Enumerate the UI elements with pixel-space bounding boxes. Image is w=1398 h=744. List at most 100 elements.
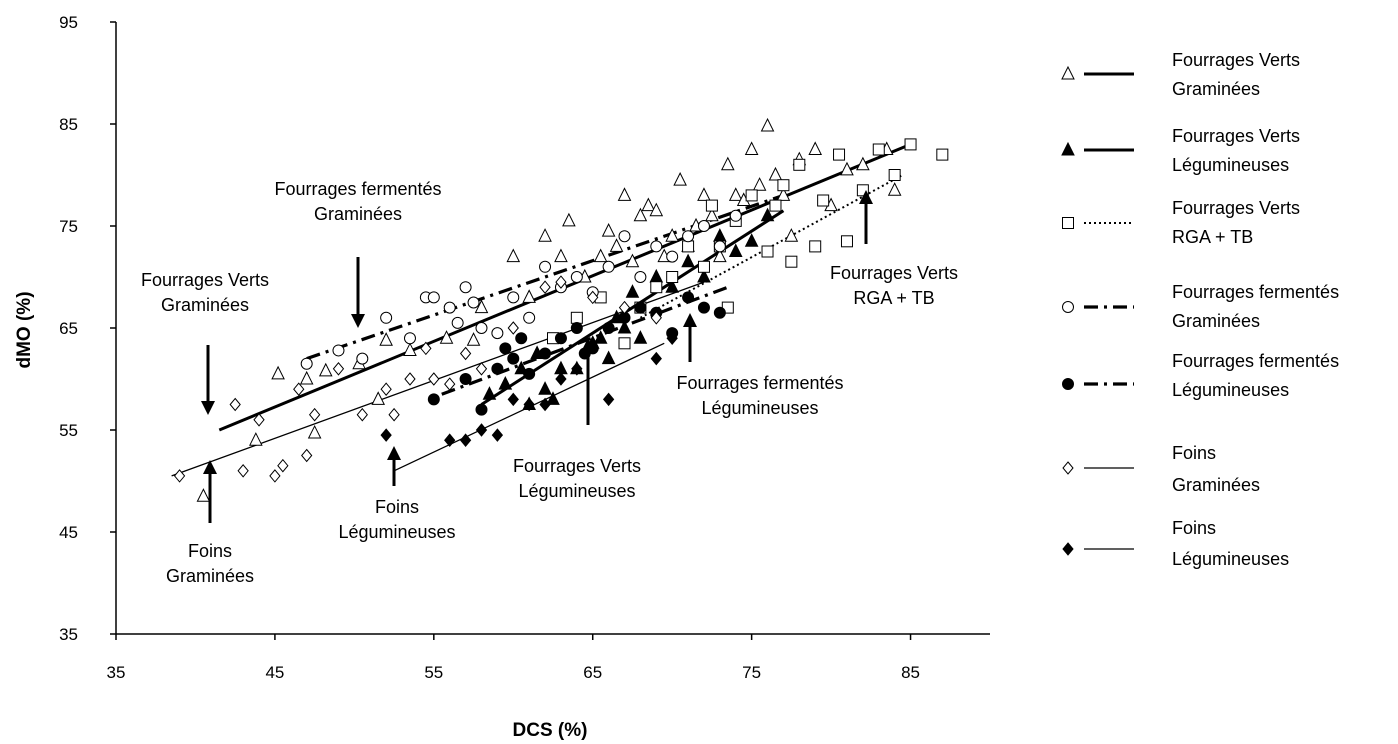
data-point xyxy=(459,373,472,385)
legend-item: Fourrages Verts RGA + TB xyxy=(1062,198,1300,247)
data-point xyxy=(555,275,567,289)
data-point xyxy=(522,289,536,303)
data-point xyxy=(634,271,647,283)
data-point xyxy=(609,238,624,252)
data-point xyxy=(777,179,790,192)
data-point xyxy=(538,381,552,395)
legend-label: Graminées xyxy=(1172,79,1260,99)
data-point xyxy=(507,352,520,365)
data-point xyxy=(641,197,656,212)
data-point xyxy=(697,220,710,232)
data-point xyxy=(173,469,186,483)
data-point xyxy=(728,243,743,257)
data-point xyxy=(840,235,853,248)
data-point xyxy=(705,199,718,212)
y-tick-label: 95 xyxy=(59,13,78,32)
data-point xyxy=(570,271,583,283)
legend-label: Foins xyxy=(1172,518,1216,538)
data-point xyxy=(475,423,488,437)
data-point xyxy=(760,117,775,132)
data-point xyxy=(633,207,648,222)
annotation-label: Graminées xyxy=(161,295,249,315)
legend-marker xyxy=(1061,141,1075,156)
data-point xyxy=(665,228,679,242)
data-point xyxy=(856,184,869,197)
data-point xyxy=(475,322,488,334)
data-point xyxy=(697,268,711,283)
annotation-label: Graminées xyxy=(166,566,254,586)
data-point xyxy=(752,177,767,191)
legend-label: Foins xyxy=(1172,443,1216,463)
data-point xyxy=(587,290,599,305)
legend-label: Fourrages Verts xyxy=(1172,198,1300,218)
data-point xyxy=(253,413,265,427)
legend-marker xyxy=(1062,378,1074,390)
legend-label: Légumineuses xyxy=(1172,155,1289,175)
legend-marker xyxy=(1062,301,1074,313)
legend-label: Fourrages fermentés xyxy=(1172,282,1339,302)
data-point xyxy=(300,357,313,370)
y-axis-title: dMO (%) xyxy=(14,291,35,368)
data-point xyxy=(720,156,735,171)
data-point xyxy=(229,397,241,412)
legend-label: Légumineuses xyxy=(1172,380,1289,400)
data-point xyxy=(371,391,386,405)
legend-marker xyxy=(1062,542,1074,556)
data-point xyxy=(523,367,536,380)
x-tick-label: 75 xyxy=(742,663,761,682)
x-tick-label: 35 xyxy=(107,663,126,682)
data-point xyxy=(539,280,551,294)
data-point xyxy=(649,202,664,217)
fit-line xyxy=(441,285,729,396)
data-point xyxy=(705,207,719,222)
data-point xyxy=(523,397,535,412)
data-point xyxy=(776,187,791,201)
data-point xyxy=(507,291,520,304)
annotation-arrowhead xyxy=(201,401,215,415)
y-tick-label: 75 xyxy=(59,217,78,236)
data-point xyxy=(499,342,512,355)
data-point xyxy=(380,382,392,396)
data-point xyxy=(427,291,440,304)
data-point xyxy=(491,428,504,442)
data-point xyxy=(459,281,472,294)
data-point xyxy=(666,250,679,263)
data-point xyxy=(332,362,345,376)
legend-label: Graminées xyxy=(1172,475,1260,495)
data-point xyxy=(523,311,536,324)
data-point xyxy=(546,391,560,405)
data-point xyxy=(602,392,615,407)
data-point xyxy=(301,448,313,463)
data-point xyxy=(570,311,583,324)
annotation-arrowhead xyxy=(683,313,697,327)
data-point xyxy=(650,281,663,294)
data-point xyxy=(308,407,321,422)
data-point xyxy=(332,344,345,357)
annotation-label: Fourrages Verts xyxy=(513,456,641,476)
x-tick-label: 55 xyxy=(424,663,443,682)
data-point xyxy=(482,386,497,400)
data-point xyxy=(682,291,695,304)
data-point xyxy=(618,337,631,350)
y-tick-label: 35 xyxy=(59,625,78,644)
legend-item: Foins Graminées xyxy=(1062,443,1260,495)
legend-marker xyxy=(1062,461,1074,475)
legend-label: RGA + TB xyxy=(1172,227,1253,247)
data-point xyxy=(593,248,608,263)
data-point xyxy=(761,245,774,258)
data-point xyxy=(506,248,521,263)
x-tick-label: 65 xyxy=(583,663,602,682)
data-point xyxy=(697,187,711,201)
data-point xyxy=(467,296,480,309)
legend-label: Fourrages fermentés xyxy=(1172,351,1339,371)
data-point xyxy=(728,187,743,201)
annotation-arrowhead xyxy=(859,190,873,204)
data-point xyxy=(491,327,504,340)
y-tick-label: 45 xyxy=(59,523,78,542)
data-point xyxy=(459,433,472,447)
legend-label: Fourrages Verts xyxy=(1172,126,1300,146)
data-point xyxy=(697,260,710,273)
data-point xyxy=(428,372,440,386)
data-point xyxy=(439,330,454,344)
data-point xyxy=(793,158,806,171)
